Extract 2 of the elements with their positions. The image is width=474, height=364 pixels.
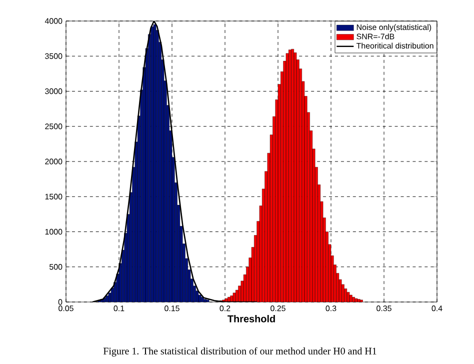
x-axis-title: Threshold xyxy=(228,315,275,322)
caption: Figure 1. The statistical distribution of our method under H0 and H1 xyxy=(103,347,376,356)
